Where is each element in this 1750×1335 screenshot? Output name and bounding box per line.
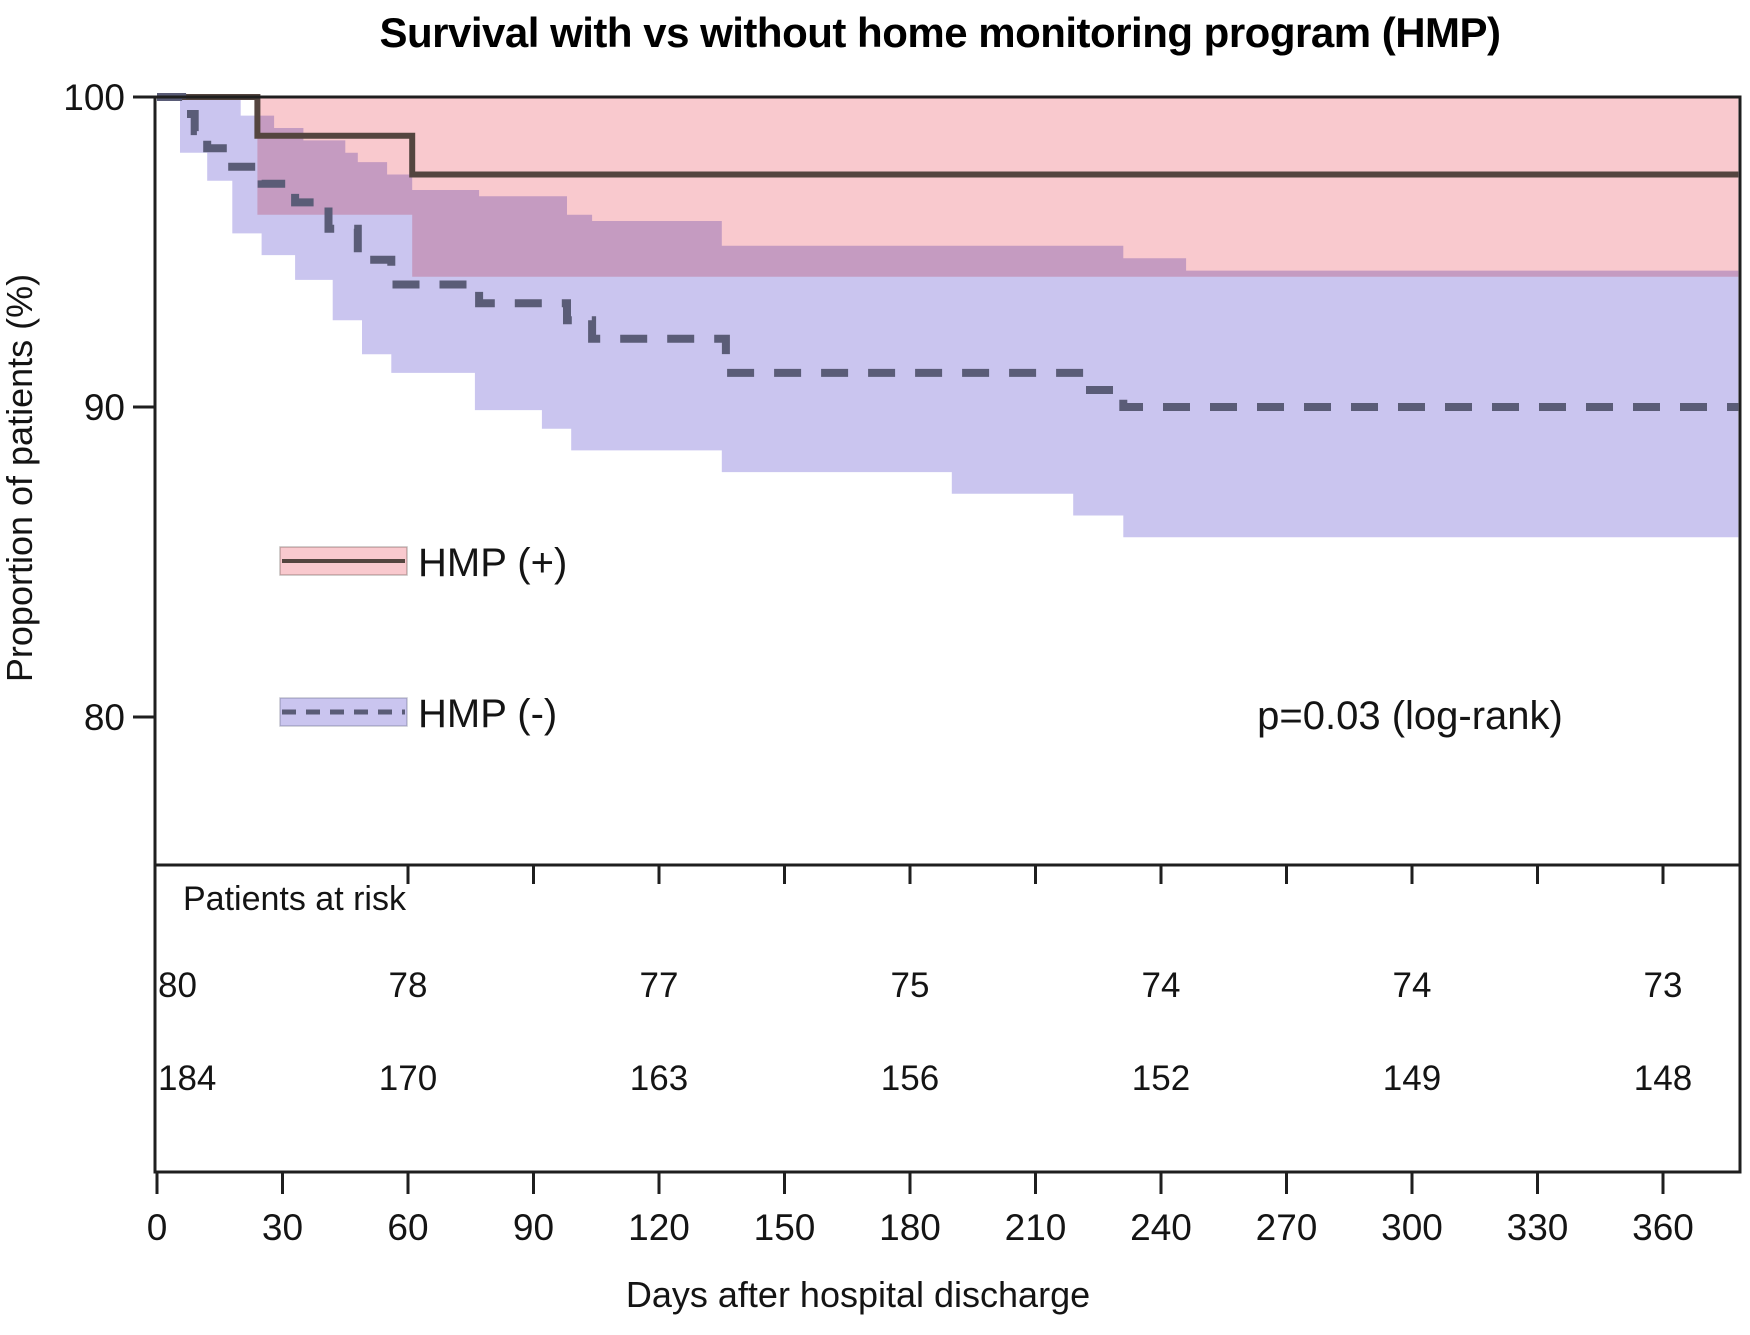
- y-tick-label-100: 100: [63, 77, 125, 118]
- legend-label-hmp-minus: HMP (-): [418, 692, 557, 736]
- plot-frame-and-ticks: [133, 95, 1742, 1194]
- chart-title: Survival with vs without home monitoring…: [379, 9, 1500, 56]
- at-risk-count: 73: [1644, 966, 1683, 1005]
- x-tick-label-120: 120: [628, 1207, 690, 1248]
- x-tick-label-0: 0: [147, 1207, 168, 1248]
- at-risk-count: 77: [640, 966, 679, 1005]
- x-tick-label-30: 30: [262, 1207, 303, 1248]
- axis-tick-labels: 100 90 80 0 30 60 90 120 150 180 210 240 270 300 330 36…: [63, 77, 1694, 1248]
- at-risk-count: 148: [1634, 1059, 1692, 1098]
- at-risk-count: 152: [1132, 1059, 1190, 1098]
- confidence-band-hmp-minus: [180, 97, 1739, 538]
- at-risk-count: 74: [1393, 966, 1432, 1005]
- y-tick-label-90: 90: [84, 387, 125, 428]
- x-tick-label-90: 90: [513, 1207, 554, 1248]
- x-tick-label-270: 270: [1256, 1207, 1318, 1248]
- at-risk-count: 80: [158, 966, 197, 1005]
- x-tick-label-360: 360: [1632, 1207, 1694, 1248]
- x-tick-label-150: 150: [754, 1207, 816, 1248]
- x-tick-label-330: 330: [1507, 1207, 1569, 1248]
- risk-table-rows: 80 78 77 75 74 74 73 184 170 163 156 152 149 148: [158, 966, 1692, 1098]
- at-risk-count: 170: [379, 1059, 437, 1098]
- x-tick-label-300: 300: [1381, 1207, 1443, 1248]
- legend: [279, 546, 408, 727]
- x-tick-label-60: 60: [387, 1207, 428, 1248]
- at-risk-count: 75: [891, 966, 930, 1005]
- at-risk-count: 184: [158, 1059, 216, 1098]
- risk-table-header: Patients at risk: [183, 880, 407, 918]
- at-risk-count: 74: [1142, 966, 1181, 1005]
- x-axis-title: Days after hospital discharge: [626, 1274, 1090, 1315]
- x-tick-label-240: 240: [1130, 1207, 1192, 1248]
- at-risk-count: 149: [1383, 1059, 1441, 1098]
- p-value-annotation: p=0.03 (log-rank): [1257, 694, 1563, 738]
- y-axis-title: Proportion of patients (%): [0, 274, 40, 682]
- x-tick-label-180: 180: [879, 1207, 941, 1248]
- legend-label-hmp-plus: HMP (+): [418, 541, 567, 585]
- survival-curve-hmp-minus: [157, 93, 1739, 411]
- confidence-bands: [180, 97, 1739, 538]
- y-tick-label-80: 80: [84, 697, 125, 738]
- x-tick-label-210: 210: [1005, 1207, 1067, 1248]
- at-risk-count: 163: [630, 1059, 688, 1098]
- at-risk-count: 78: [389, 966, 428, 1005]
- at-risk-count: 156: [881, 1059, 939, 1098]
